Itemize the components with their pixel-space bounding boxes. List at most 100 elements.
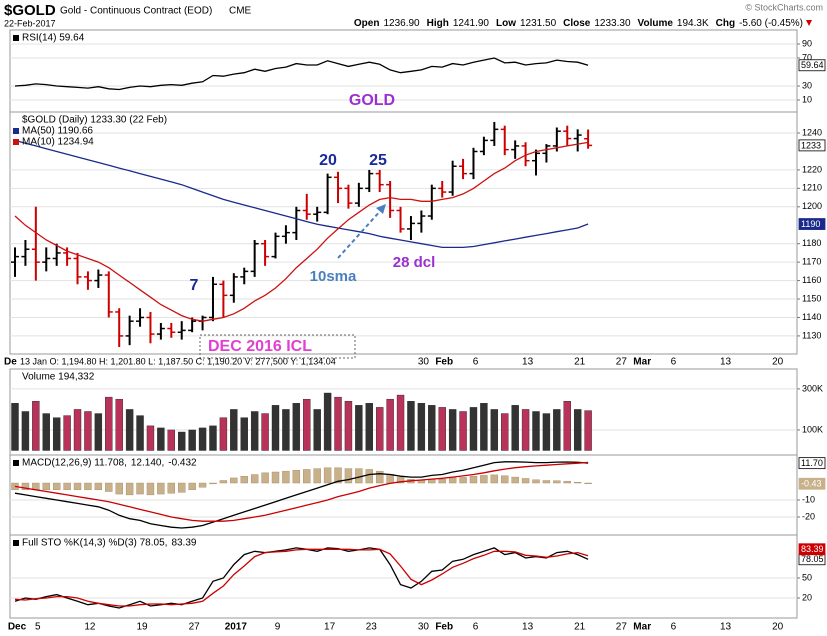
last-value-label: 59.64 bbox=[801, 60, 824, 70]
histogram-bar bbox=[219, 480, 228, 484]
y-tick-label: 100K bbox=[802, 424, 823, 434]
volume-bar bbox=[490, 409, 499, 451]
volume-bar bbox=[282, 409, 290, 451]
legend-entry: 83.39 bbox=[171, 538, 196, 549]
arrow-head bbox=[376, 204, 386, 214]
series-line bbox=[14, 461, 589, 529]
stat-value: -5.60 (-0.45%) bbox=[739, 18, 803, 29]
volume-bar bbox=[448, 409, 457, 451]
last-value-label: 78.05 bbox=[801, 554, 824, 564]
x-tick-label: 27 bbox=[189, 622, 201, 633]
change-arrow bbox=[806, 20, 812, 26]
volume-bar bbox=[584, 410, 592, 451]
volume-bar bbox=[250, 411, 259, 451]
stat-value: 1231.50 bbox=[520, 18, 557, 29]
volume-bar bbox=[532, 411, 540, 451]
volume-bar bbox=[292, 403, 301, 451]
x-tick-label: 6 bbox=[671, 357, 677, 368]
histogram-bar bbox=[501, 475, 509, 484]
y-tick-label: 1210 bbox=[802, 183, 822, 193]
y-tick-label: 30 bbox=[802, 80, 812, 90]
x-tick-label: 13 bbox=[720, 357, 732, 368]
last-value-box bbox=[798, 477, 826, 490]
series-line bbox=[14, 57, 589, 91]
volume-bar bbox=[84, 411, 92, 451]
histogram-bar bbox=[42, 482, 50, 491]
y-tick-label: 1220 bbox=[802, 164, 822, 174]
histogram-bar bbox=[73, 482, 82, 491]
x-tick-label: 6 bbox=[473, 622, 479, 633]
volume-bar bbox=[355, 405, 363, 451]
x-tick-label: 12 bbox=[84, 622, 96, 633]
histogram-bar bbox=[396, 477, 405, 484]
volume-bar bbox=[428, 405, 436, 451]
exchange: CME bbox=[229, 6, 252, 17]
volume-bar bbox=[386, 398, 394, 451]
volume-bar bbox=[209, 425, 217, 451]
annotation: 28 dcl bbox=[393, 254, 436, 271]
y-tick-label: 1150 bbox=[802, 293, 821, 303]
volume-bar bbox=[240, 417, 248, 451]
histogram-bar bbox=[490, 474, 499, 484]
volume-bar bbox=[63, 415, 71, 451]
volume-bar bbox=[376, 407, 384, 451]
x-tick-label: 2017 bbox=[225, 622, 248, 633]
x-tick-label: Feb bbox=[435, 357, 453, 368]
legend-entry: RSI(14) 59.64 bbox=[22, 33, 85, 44]
volume-bar bbox=[323, 392, 332, 451]
legend-entry: MACD(12,26,9) 11.708, bbox=[22, 458, 127, 469]
volume-bar bbox=[480, 403, 488, 451]
y-tick-label: 1160 bbox=[802, 275, 821, 285]
histogram-bar bbox=[167, 482, 176, 494]
histogram-bar bbox=[344, 468, 353, 484]
histogram-bar bbox=[542, 480, 551, 484]
y-tick-label: 1180 bbox=[802, 238, 821, 248]
histogram-bar bbox=[240, 476, 248, 484]
y-tick-label: 1140 bbox=[802, 312, 821, 322]
y-tick-label: 1240 bbox=[802, 127, 822, 137]
volume-bar bbox=[521, 409, 530, 451]
legend-entry: MA(10) 1234.94 bbox=[22, 137, 94, 148]
panel-frame bbox=[9, 111, 798, 355]
histogram-bar bbox=[323, 467, 332, 484]
instrument-name: Gold - Continuous Contract (EOD) bbox=[60, 6, 212, 17]
volume-bar bbox=[32, 401, 40, 451]
x-tick-label: 30 bbox=[418, 622, 430, 633]
volume-bar bbox=[344, 401, 353, 451]
volume-bar bbox=[136, 415, 144, 451]
histogram-bar bbox=[303, 469, 311, 484]
x-tick-label: 21 bbox=[574, 357, 586, 368]
chart-date: 22-Feb-2017 bbox=[4, 18, 56, 28]
histogram-bar bbox=[250, 474, 259, 484]
volume-bar bbox=[334, 396, 342, 451]
annotation-box bbox=[199, 334, 356, 359]
volume-bar bbox=[73, 409, 82, 451]
volume-bar bbox=[438, 407, 446, 451]
legend-swatch bbox=[13, 35, 19, 41]
histogram-bar bbox=[84, 482, 92, 491]
histogram-bar bbox=[52, 482, 61, 491]
histogram-bar bbox=[105, 482, 113, 492]
volume-bar bbox=[501, 413, 509, 451]
crosshair-readout: 13 Jan O: 1,194.80 H: 1,201.80 L: 1,187.… bbox=[20, 356, 336, 366]
volume-bar bbox=[198, 427, 207, 451]
volume-bar bbox=[11, 403, 19, 451]
histogram-bar bbox=[376, 470, 384, 484]
y-tick-label: 10 bbox=[802, 94, 812, 104]
histogram-bar bbox=[146, 482, 155, 496]
symbol: $GOLD bbox=[4, 2, 56, 19]
x-tick-label: Mar bbox=[633, 622, 651, 633]
legend-entry: 12.140, bbox=[131, 458, 164, 469]
histogram-bar bbox=[438, 479, 446, 484]
histogram-bar bbox=[21, 482, 30, 491]
histogram-bar bbox=[521, 478, 530, 484]
stat-value: 194.3K bbox=[677, 18, 709, 29]
credit: © StockCharts.com bbox=[745, 2, 823, 12]
volume-bar bbox=[146, 425, 155, 451]
histogram-bar bbox=[448, 477, 457, 484]
last-value-label: 1190 bbox=[801, 219, 820, 229]
legend-entry: MA(50) 1190.66 bbox=[22, 126, 93, 137]
volume-bar bbox=[125, 409, 134, 451]
x-tick-label: 13 bbox=[522, 622, 534, 633]
